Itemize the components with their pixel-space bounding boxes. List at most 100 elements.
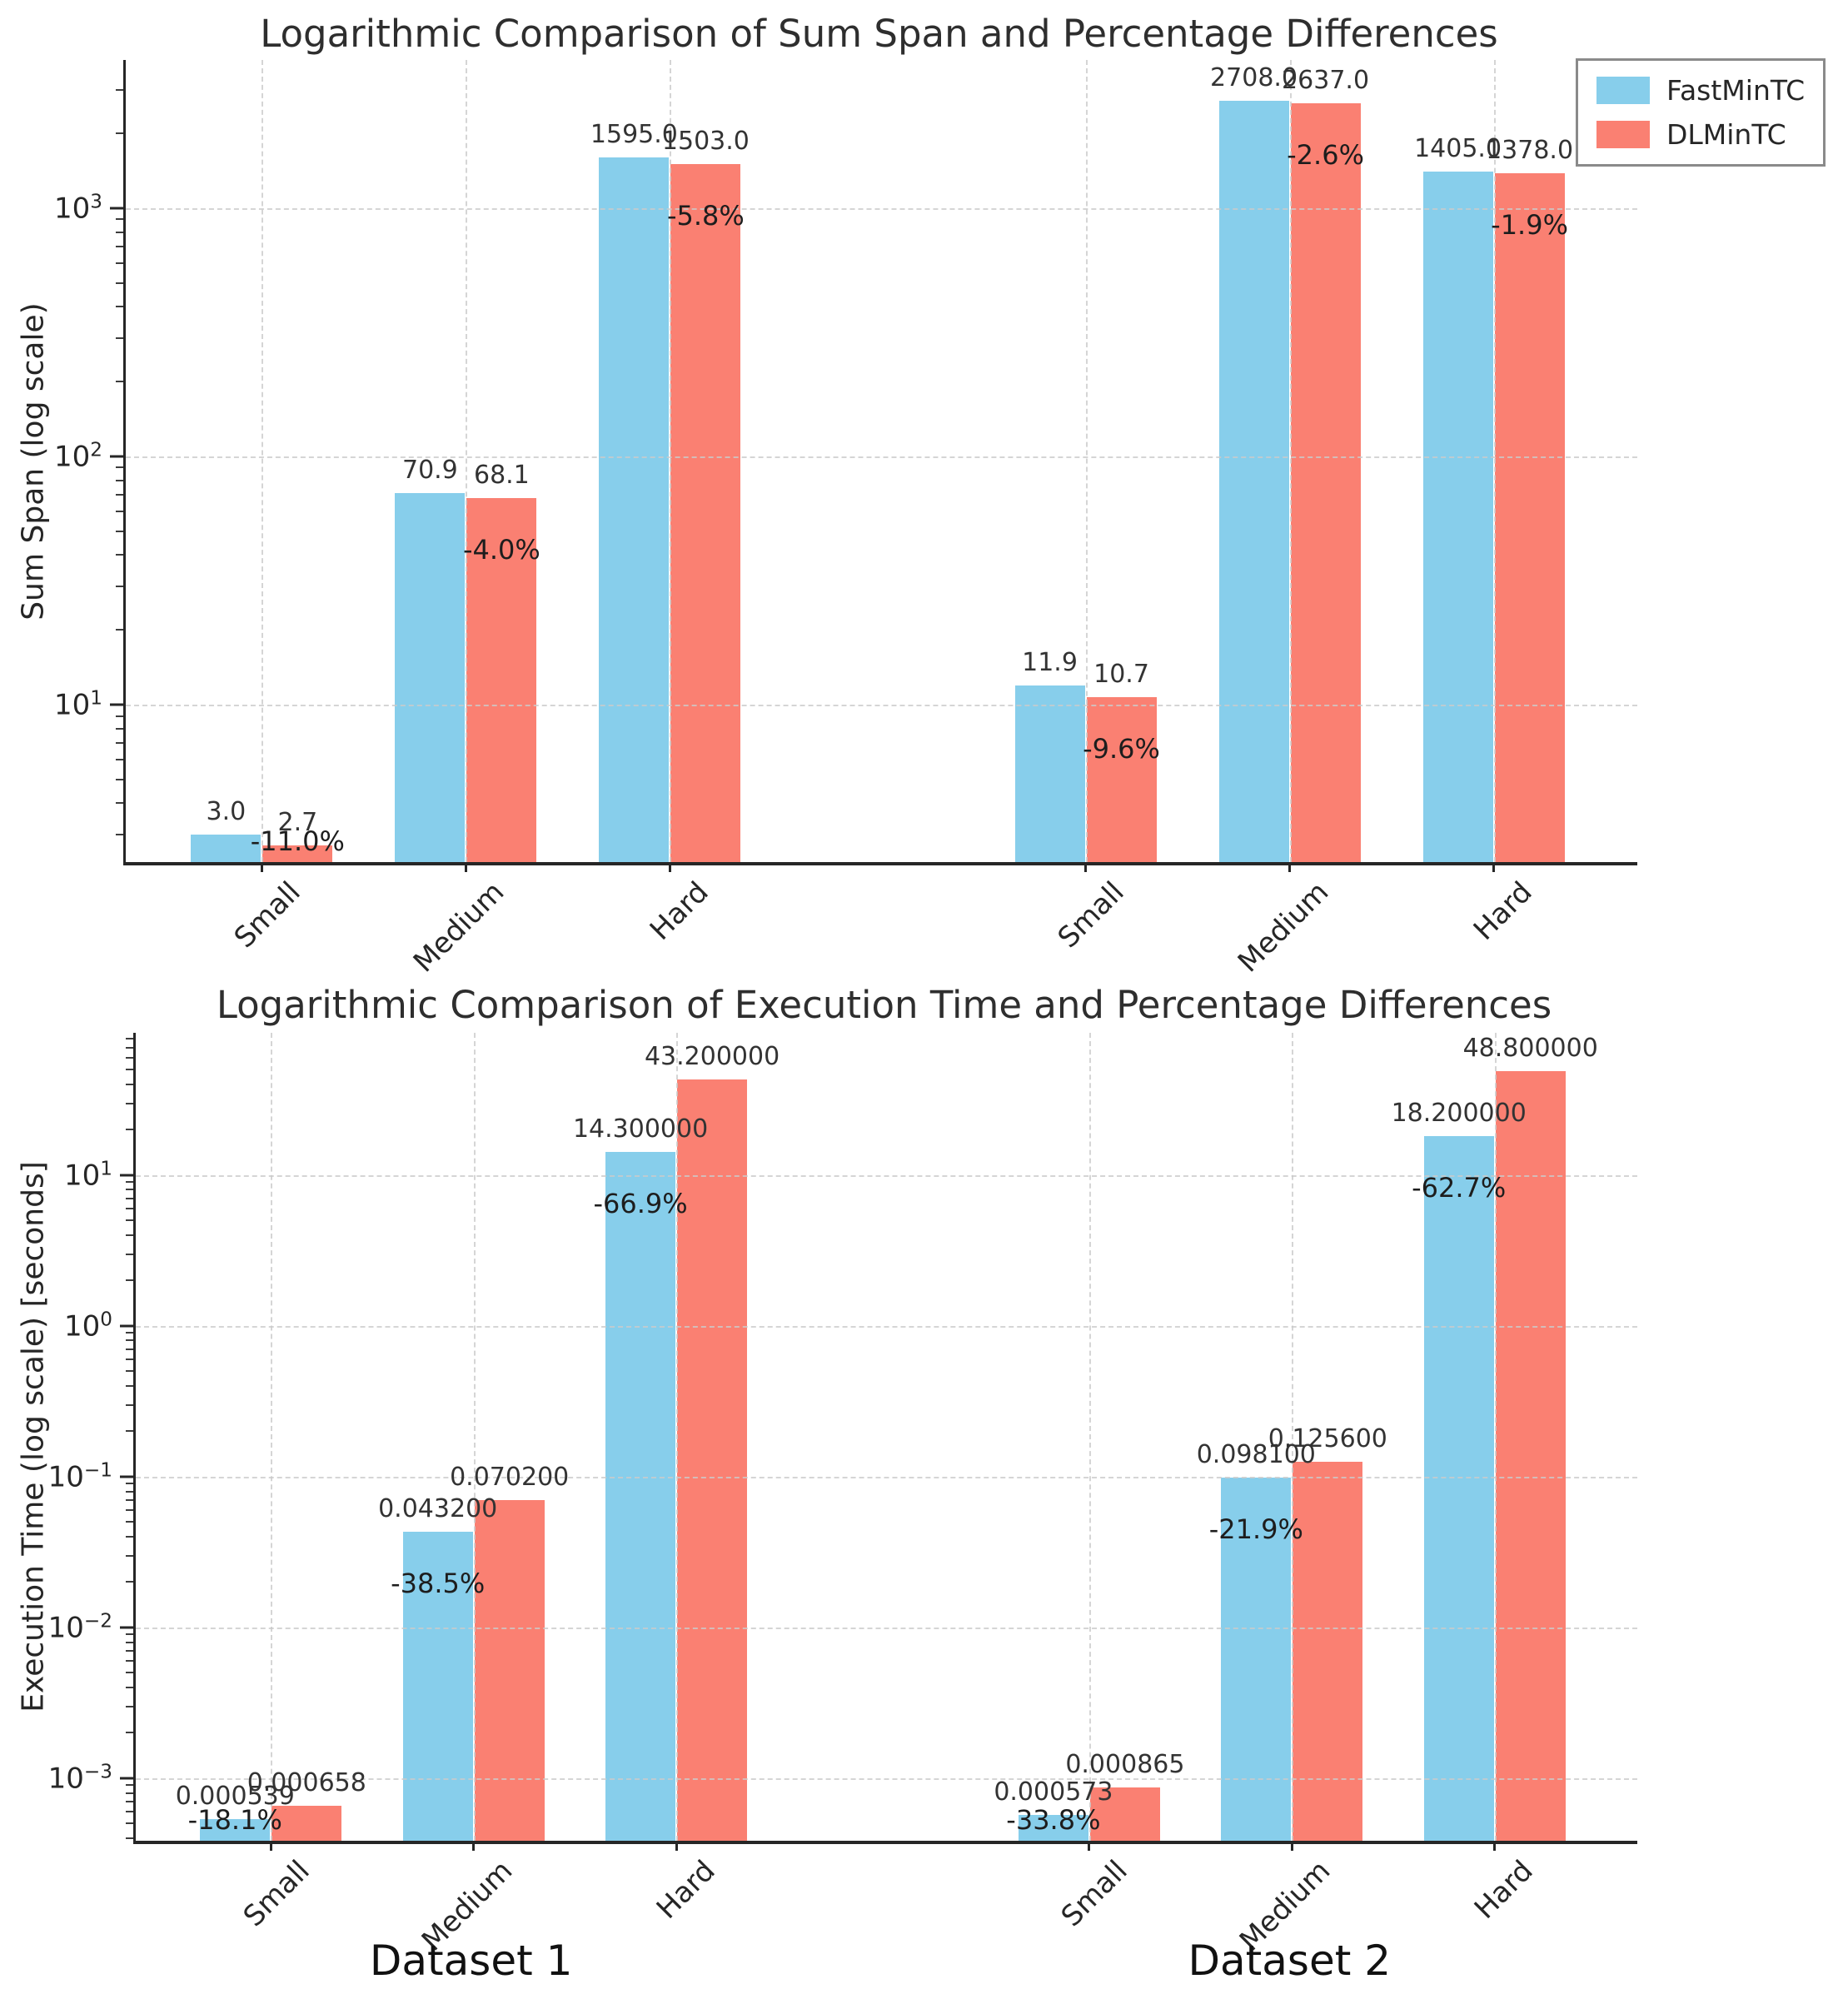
value-label: 2708.0	[1210, 62, 1298, 92]
y-axis-minor-tick	[116, 381, 123, 383]
value-label: 68.1	[473, 460, 530, 490]
bar-dlmintc	[1494, 173, 1565, 862]
x-tick-label: Hard	[1467, 875, 1539, 947]
horizontal-gridline	[136, 1174, 1637, 1177]
pct-diff-label: -11.0%	[250, 825, 345, 857]
legend-label: FastMinTC	[1666, 74, 1806, 107]
dataset-1-group-label: Dataset 1	[369, 1937, 573, 1985]
y-axis-minor-tick	[126, 1181, 133, 1184]
y-axis-minor-tick	[116, 218, 123, 221]
y-axis-minor-tick	[126, 1521, 133, 1523]
y-axis-minor-tick	[116, 530, 123, 532]
x-axis-tick	[1084, 862, 1088, 872]
bar-fastmintc	[402, 1531, 473, 1841]
y-axis-minor-tick	[126, 1234, 133, 1236]
y-axis-minor-tick	[126, 1332, 133, 1334]
y-tick-label: 100	[64, 1309, 112, 1343]
y-axis-minor-tick	[126, 1784, 133, 1787]
horizontal-gridline	[126, 704, 1637, 706]
y-axis-minor-tick	[126, 1358, 133, 1361]
pct-diff-label: -4.0%	[462, 533, 540, 566]
x-axis-tick	[260, 862, 263, 872]
legend-label: DLMinTC	[1666, 118, 1786, 151]
x-axis-tick	[472, 1841, 476, 1851]
legend: FastMinTC DLMinTC	[1576, 58, 1826, 167]
vertical-gridline	[262, 60, 264, 862]
vertical-gridline	[1289, 60, 1292, 862]
y-axis-minor-tick	[116, 510, 123, 512]
y-axis-minor-tick	[116, 802, 123, 805]
value-label: 0.098100	[1196, 1440, 1316, 1470]
y-axis-minor-tick	[126, 1083, 133, 1085]
y-axis-major-tick	[120, 1324, 133, 1328]
vertical-gridline	[1085, 60, 1088, 862]
y-axis-minor-tick	[116, 778, 123, 780]
bar-dlmintc	[1293, 1462, 1363, 1841]
y-axis-minor-tick	[126, 1038, 133, 1040]
y-axis-minor-tick	[126, 1498, 133, 1501]
y-axis-major-tick	[120, 1626, 133, 1629]
y-axis-minor-tick	[126, 1279, 133, 1282]
value-label: 1503.0	[661, 127, 750, 157]
y-axis-major-tick	[110, 703, 123, 706]
x-axis-tick	[675, 1841, 678, 1851]
y-axis-minor-tick	[126, 1208, 133, 1210]
y-axis-major-tick	[120, 1777, 133, 1780]
bar-dlmintc	[1290, 103, 1361, 862]
pct-diff-label: -9.6%	[1083, 733, 1160, 765]
y-axis-minor-tick	[126, 1801, 133, 1802]
value-label: 10.7	[1093, 660, 1149, 690]
value-label: 0.000539	[175, 1781, 295, 1811]
y-axis-minor-tick	[116, 282, 123, 284]
y-axis-minor-tick	[126, 1370, 133, 1373]
y-axis-minor-tick	[126, 1822, 133, 1825]
y-axis-minor-tick	[126, 1102, 133, 1104]
y-axis-minor-tick	[116, 554, 123, 556]
x-tick-label: Small	[237, 1854, 316, 1934]
value-label: 14.300000	[572, 1114, 709, 1144]
y-axis-minor-tick	[126, 1641, 133, 1643]
x-axis-tick	[1493, 1841, 1497, 1851]
y-axis-minor-tick	[116, 494, 123, 496]
x-axis-tick	[1088, 1841, 1091, 1851]
bar-fastmintc	[200, 1818, 271, 1841]
value-label: 1595.0	[590, 120, 678, 150]
bar-dlmintc	[670, 164, 741, 862]
y-axis-minor-tick	[116, 759, 123, 760]
y-axis-minor-tick	[126, 1792, 133, 1794]
y-tick-label: 10−1	[47, 1459, 112, 1494]
horizontal-gridline	[136, 1325, 1637, 1328]
x-tick-label: Medium	[407, 875, 511, 980]
y-axis-minor-tick	[116, 479, 123, 481]
vertical-gridline	[271, 1033, 273, 1841]
y-axis-major-tick	[120, 1174, 133, 1177]
y-axis-major-tick	[120, 1475, 133, 1478]
value-label: 0.043200	[378, 1493, 498, 1523]
y-axis-minor-tick	[126, 1837, 133, 1839]
horizontal-gridline	[136, 1777, 1637, 1780]
vertical-gridline	[1088, 1033, 1091, 1841]
y-axis-major-tick	[110, 207, 123, 210]
y-axis-minor-tick	[116, 132, 123, 135]
y-axis-minor-tick	[126, 1811, 133, 1813]
sum-span-chart: 103 102 101 3.0 70.9 1595.0 11.9 2708.0 1405.0 2.…	[54, 60, 1637, 979]
y-axis-minor-tick	[126, 1672, 133, 1674]
y-axis-minor-tick	[126, 1197, 133, 1199]
y-axis-minor-tick	[116, 262, 123, 264]
bar-dlmintc	[474, 1499, 545, 1841]
vertical-gridline	[670, 60, 672, 862]
y-axis-minor-tick	[126, 1633, 133, 1636]
value-label: 0.125600	[1268, 1424, 1387, 1454]
vertical-gridline	[473, 1033, 476, 1841]
value-label: 3.0	[206, 796, 247, 826]
execution-time-chart: 101 100 10−1 10−2 10−3 0.000539 0.043200 14.300…	[48, 1033, 1637, 1957]
x-axis-tick	[668, 862, 671, 872]
x-axis-tick	[1288, 862, 1292, 872]
value-label: 0.000573	[994, 1777, 1113, 1807]
pct-diff-label: -5.8%	[666, 200, 745, 232]
x-tick-label: Hard	[643, 875, 715, 947]
bar-fastmintc	[1221, 1478, 1292, 1841]
value-label: 0.000865	[1065, 1750, 1185, 1780]
bar-dlmintc	[1089, 1787, 1160, 1841]
